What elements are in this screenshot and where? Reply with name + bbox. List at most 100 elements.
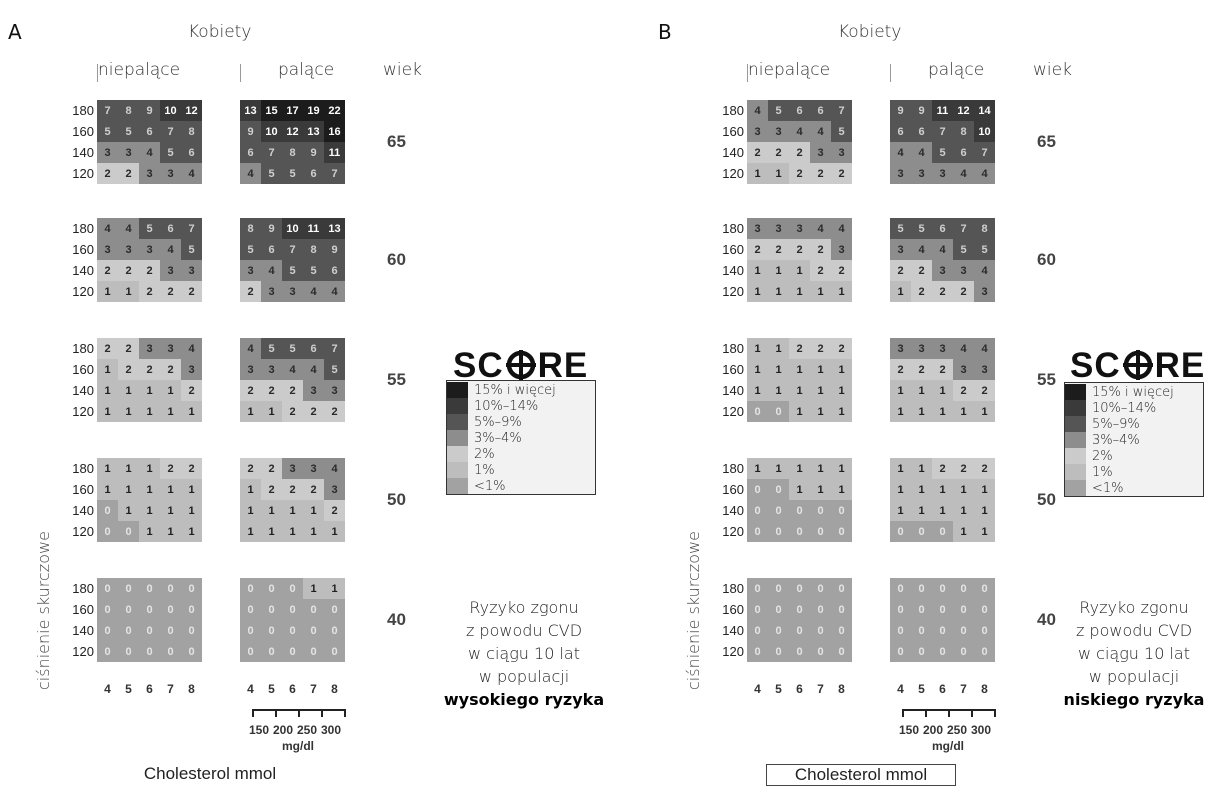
risk-cell: 13 [240,100,261,121]
risk-cell: 0 [911,521,932,542]
risk-cell: 5 [932,142,953,163]
bp-label: 160 [722,124,744,139]
risk-cell: 1 [789,401,810,422]
risk-cell: 5 [303,260,324,281]
risk-cell: 3 [831,142,852,163]
risk-cell: 2 [181,458,202,479]
risk-cell: 3 [953,260,974,281]
risk-cell: 0 [240,641,261,662]
risk-cell: 1 [303,578,324,599]
legend-swatch [447,430,468,446]
bp-label: 140 [722,263,744,278]
risk-cell: 1 [789,458,810,479]
score-logo-text-left: SC [1070,346,1121,385]
risk-cell: 4 [974,163,995,184]
risk-caption: Ryzyko zgonu z powodu CVD w ciągu 10 lat w … [440,596,608,711]
risk-cell: 0 [890,641,911,662]
legend-label: 10%–14% [1092,400,1157,416]
risk-cell: 11 [324,142,345,163]
legend-swatch [1065,384,1086,400]
caption-line: z powodu CVD [465,621,583,640]
risk-cell: 2 [97,260,118,281]
risk-cell: 2 [240,281,261,302]
legend-item: 15% i więcej [447,382,595,398]
bp-label: 160 [72,242,94,257]
risk-cell: 2 [240,458,261,479]
risk-cell: 5 [97,121,118,142]
risk-cell: 1 [890,479,911,500]
age-header: wiek [1033,60,1072,80]
risk-cell: 9 [303,142,324,163]
age-label: 60 [1037,250,1056,269]
bp-label: 180 [722,461,744,476]
mgdl-scale-tick [298,709,300,717]
risk-cell: 1 [118,458,139,479]
caption-line: Ryzyko zgonu [1079,598,1189,617]
legend-swatch [447,398,468,414]
risk-cell: 0 [932,641,953,662]
age-label: 40 [1037,610,1056,629]
risk-cell: 15 [261,100,282,121]
risk-cell: 0 [974,599,995,620]
risk-cell: 1 [932,401,953,422]
risk-cell: 9 [240,121,261,142]
risk-cell: 7 [831,100,852,121]
risk-cell: 1 [160,380,181,401]
risk-cell: 6 [181,142,202,163]
risk-cell: 2 [890,260,911,281]
risk-cell: 0 [890,620,911,641]
risk-cell: 1 [139,479,160,500]
legend-item: <1% [447,478,595,494]
risk-cell: 0 [911,599,932,620]
risk-cell: 3 [932,338,953,359]
risk-cell: 0 [324,641,345,662]
bp-label: 180 [72,103,94,118]
risk-cell: 0 [810,578,831,599]
bp-label: 140 [722,623,744,638]
risk-cell: 3 [974,359,995,380]
risk-cell: 0 [181,599,202,620]
nonsmoker-header: niepalące [98,60,181,80]
bp-label: 160 [72,124,94,139]
risk-cell: 3 [139,239,160,260]
risk-cell: 4 [181,163,202,184]
panel-title: Kobiety [188,22,252,42]
risk-cell: 0 [747,521,768,542]
risk-cell: 1 [789,380,810,401]
risk-cell: 0 [303,599,324,620]
risk-cell: 1 [890,380,911,401]
risk-cell: 1 [831,380,852,401]
bp-label: 160 [722,362,744,377]
legend-swatch [1065,448,1086,464]
bp-label: 140 [72,623,94,638]
risk-cell: 5 [240,239,261,260]
risk-cell: 0 [932,578,953,599]
bp-label: 120 [722,524,744,539]
risk-cell: 0 [97,521,118,542]
risk-cell: 1 [890,458,911,479]
mgdl-tick: 200 [273,723,294,737]
risk-cell: 3 [97,239,118,260]
risk-cell: 1 [953,401,974,422]
risk-cell: 2 [181,281,202,302]
risk-cell: 1 [831,479,852,500]
mgdl-scale-tick [252,709,254,717]
risk-cell: 2 [932,359,953,380]
risk-cell: 9 [324,239,345,260]
mgdl-tick: 150 [899,723,920,737]
bp-label: 180 [722,221,744,236]
cholesterol-label: Cholesterol mmol [143,764,277,783]
risk-cell: 2 [139,281,160,302]
risk-cell: 0 [831,620,852,641]
risk-cell: 0 [747,620,768,641]
legend-swatch [1065,400,1086,416]
systolic-bp-axis-label: ciśnienie skurczowe [34,531,53,690]
age-label: 40 [387,610,406,629]
risk-cell: 3 [139,163,160,184]
risk-cell: 9 [911,100,932,121]
risk-cell: 4 [282,359,303,380]
risk-cell: 1 [768,458,789,479]
